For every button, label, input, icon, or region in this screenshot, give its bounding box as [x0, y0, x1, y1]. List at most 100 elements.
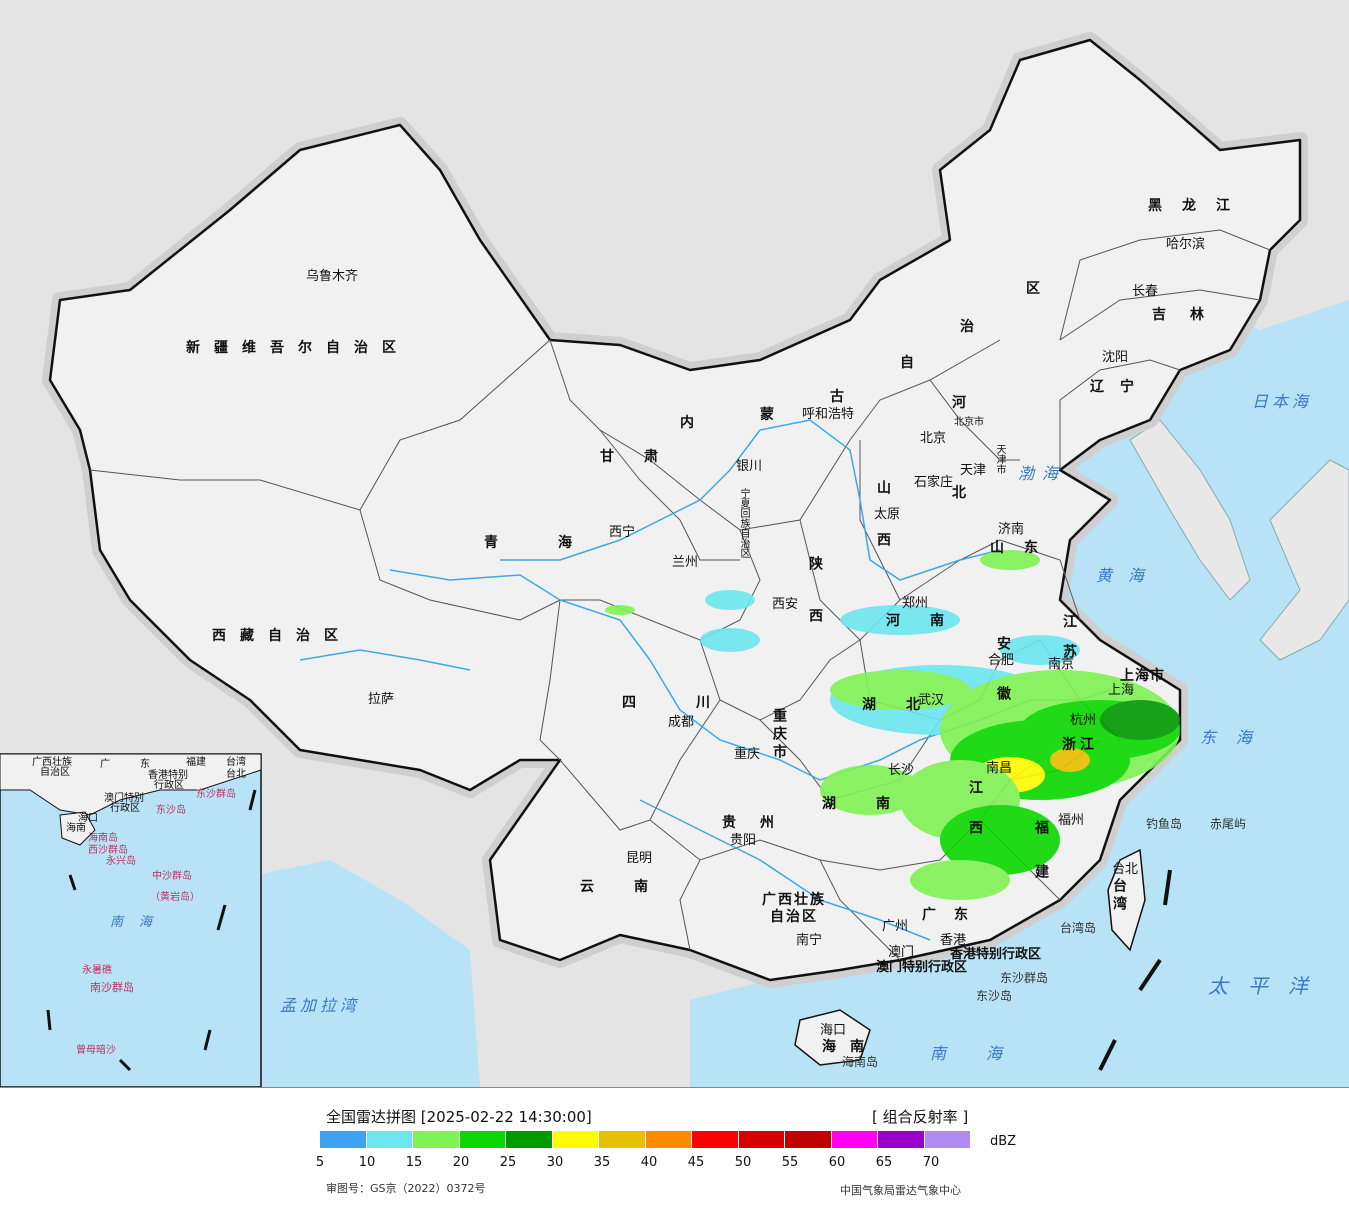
province-label-guangxi-2: 自治区 — [770, 909, 818, 925]
inset-zengmu: 曾母暗沙 — [76, 1045, 116, 1056]
island-dongsha: 东沙岛 — [976, 989, 1013, 1003]
city-changsha: 长沙 — [888, 763, 915, 778]
city-aomen: 澳门 — [888, 945, 915, 960]
legend-tick-label: 15 — [405, 1155, 423, 1170]
province-label-liaoning: 辽宁 — [1090, 379, 1150, 395]
inset-dongsha-group: 东沙群岛 — [196, 789, 236, 800]
city-jinan: 济南 — [998, 522, 1025, 537]
city-xian: 西安 — [772, 597, 799, 612]
city-shanghai: 上海 — [1108, 683, 1135, 698]
city-urumqi: 乌鲁木齐 — [306, 269, 359, 284]
inset-hk-2: 行政区 — [154, 780, 184, 791]
province-label-qinghai: 青海 — [484, 535, 632, 551]
city-lhasa: 拉萨 — [368, 692, 395, 707]
sea-bengal — [230, 860, 480, 1087]
city-hangzhou: 杭州 — [1070, 713, 1097, 728]
province-label-zhejiang: 浙江 — [1062, 737, 1098, 753]
province-label-shaanxi: 陕西 — [807, 556, 823, 660]
approval-number: 审图号：GS京（2022）0372号 — [326, 1182, 486, 1195]
legend-tick-label: 65 — [875, 1155, 893, 1170]
sea-taipingyang: 太平洋 — [1208, 974, 1328, 998]
province-label-heilongjiang: 黑龙江 — [1148, 198, 1250, 214]
sea-ribenhai: 日本海 — [1252, 392, 1313, 411]
legend-product: [ 组合反射率 ] — [872, 1108, 969, 1126]
inset-yongxing: 永兴岛 — [106, 856, 136, 867]
inset-guangxi: 广西壮族 — [32, 757, 72, 768]
legend-tick-label: 70 — [922, 1155, 940, 1170]
sea-donghai: 东海 — [1200, 728, 1273, 747]
region-hk: 香港特别行政区 — [950, 947, 1042, 962]
province-label-taiwan: 台湾 — [1111, 878, 1127, 914]
province-label-guangxi: 广西壮族 — [762, 892, 826, 908]
city-tianjin: 天津 — [960, 463, 987, 478]
inset-mo-2: 行政区 — [110, 803, 140, 814]
legend-swatch — [785, 1131, 831, 1148]
city-shenyang: 沈阳 — [1102, 350, 1129, 365]
province-label-gansu: 甘肃 — [600, 449, 688, 465]
province-label-hainan: 海南 — [822, 1039, 878, 1055]
city-huhehaote: 呼和浩特 — [802, 407, 855, 422]
radar-map — [0, 0, 1349, 1087]
legend-panel — [0, 1087, 1349, 1209]
legend-tick-label: 55 — [781, 1155, 799, 1170]
legend-swatch — [645, 1131, 691, 1148]
neimenggu-char-3: 古 — [830, 389, 858, 405]
city-yinchuan: 银川 — [736, 459, 763, 474]
legend-swatch — [831, 1131, 877, 1148]
legend-tick-label: 25 — [499, 1155, 517, 1170]
nine-dash-line — [1098, 869, 1172, 1071]
city-haerbin: 哈尔滨 — [1166, 237, 1206, 252]
province-label-xizang: 西藏自治区 — [212, 628, 352, 644]
legend-tick-label: 40 — [640, 1155, 658, 1170]
legend-swatch — [506, 1131, 552, 1148]
city-chengdu: 成都 — [668, 715, 695, 730]
hebei-char-1: 河 — [952, 395, 980, 411]
legend-swatch — [413, 1131, 459, 1148]
sea-bohai: 渤海 — [1018, 464, 1067, 483]
inset-mo-1: 澳门特别 — [104, 793, 144, 804]
inset-hk-1: 香港特别 — [148, 770, 188, 781]
hebei-char-2: 北 — [952, 485, 980, 501]
neimenggu-char-5: 治 — [960, 319, 988, 335]
japan-korea — [1129, 419, 1251, 601]
legend-title: 全国雷达拼图 [2025-02-22 14:30:00] — [326, 1108, 592, 1126]
inset-zhongsha: 中沙群岛 — [152, 871, 192, 882]
legend-swatch — [459, 1131, 505, 1148]
legend-swatch — [366, 1131, 412, 1148]
legend-tick-label: 20 — [452, 1155, 470, 1170]
island-diaoyu: 钓鱼岛 — [1146, 817, 1183, 831]
city-guiyang: 贵阳 — [730, 833, 757, 848]
island-taiwan: 台湾岛 — [1060, 921, 1097, 935]
city-taibei: 台北 — [1112, 862, 1139, 877]
city-nanning: 南宁 — [796, 933, 823, 948]
city-wuhan: 武汉 — [918, 693, 945, 708]
inset-dongsha: 东沙岛 — [156, 805, 186, 816]
taiwan-island — [1107, 848, 1146, 952]
legend-tick-label: 45 — [687, 1155, 705, 1170]
inset-nanhai: 南海 — [110, 915, 169, 930]
city-nanchang: 南昌 — [986, 761, 1013, 776]
inset-hainan: 海南 — [66, 823, 86, 834]
region-macao: 澳门特别行政区 — [876, 960, 968, 975]
province-label-henan: 河南 — [886, 613, 974, 629]
inset-yongshu: 永暑礁 — [82, 965, 112, 976]
radar-echoes — [605, 550, 1180, 900]
city-tianjin-shi: 天津市 — [994, 444, 1005, 474]
city-zhengzhou: 郑州 — [902, 596, 929, 611]
province-label-xinjiang: 新疆维吾尔自治区 — [186, 340, 410, 356]
city-xianggang: 香港 — [940, 933, 967, 948]
province-label-jiangsu: 江苏 — [1061, 614, 1077, 674]
city-chongqing: 重庆 — [734, 747, 761, 762]
province-label-fujian: 福建 — [1033, 820, 1049, 908]
city-haikou: 海口 — [820, 1023, 847, 1038]
inset-zizhiqu: 自治区 — [40, 767, 70, 778]
province-borders — [89, 229, 1271, 961]
legend-unit: dBZ — [990, 1134, 1017, 1149]
province-label-shanghai: 上海市 — [1120, 668, 1165, 684]
legend-tick-label: 60 — [828, 1155, 846, 1170]
city-beijing: 北京 — [920, 431, 947, 446]
legend-tick-label: 10 — [358, 1155, 376, 1170]
province-label-shanxi: 山西 — [875, 480, 891, 584]
legend-swatch — [692, 1131, 738, 1148]
island-chiwei: 赤尾屿 — [1210, 817, 1247, 831]
